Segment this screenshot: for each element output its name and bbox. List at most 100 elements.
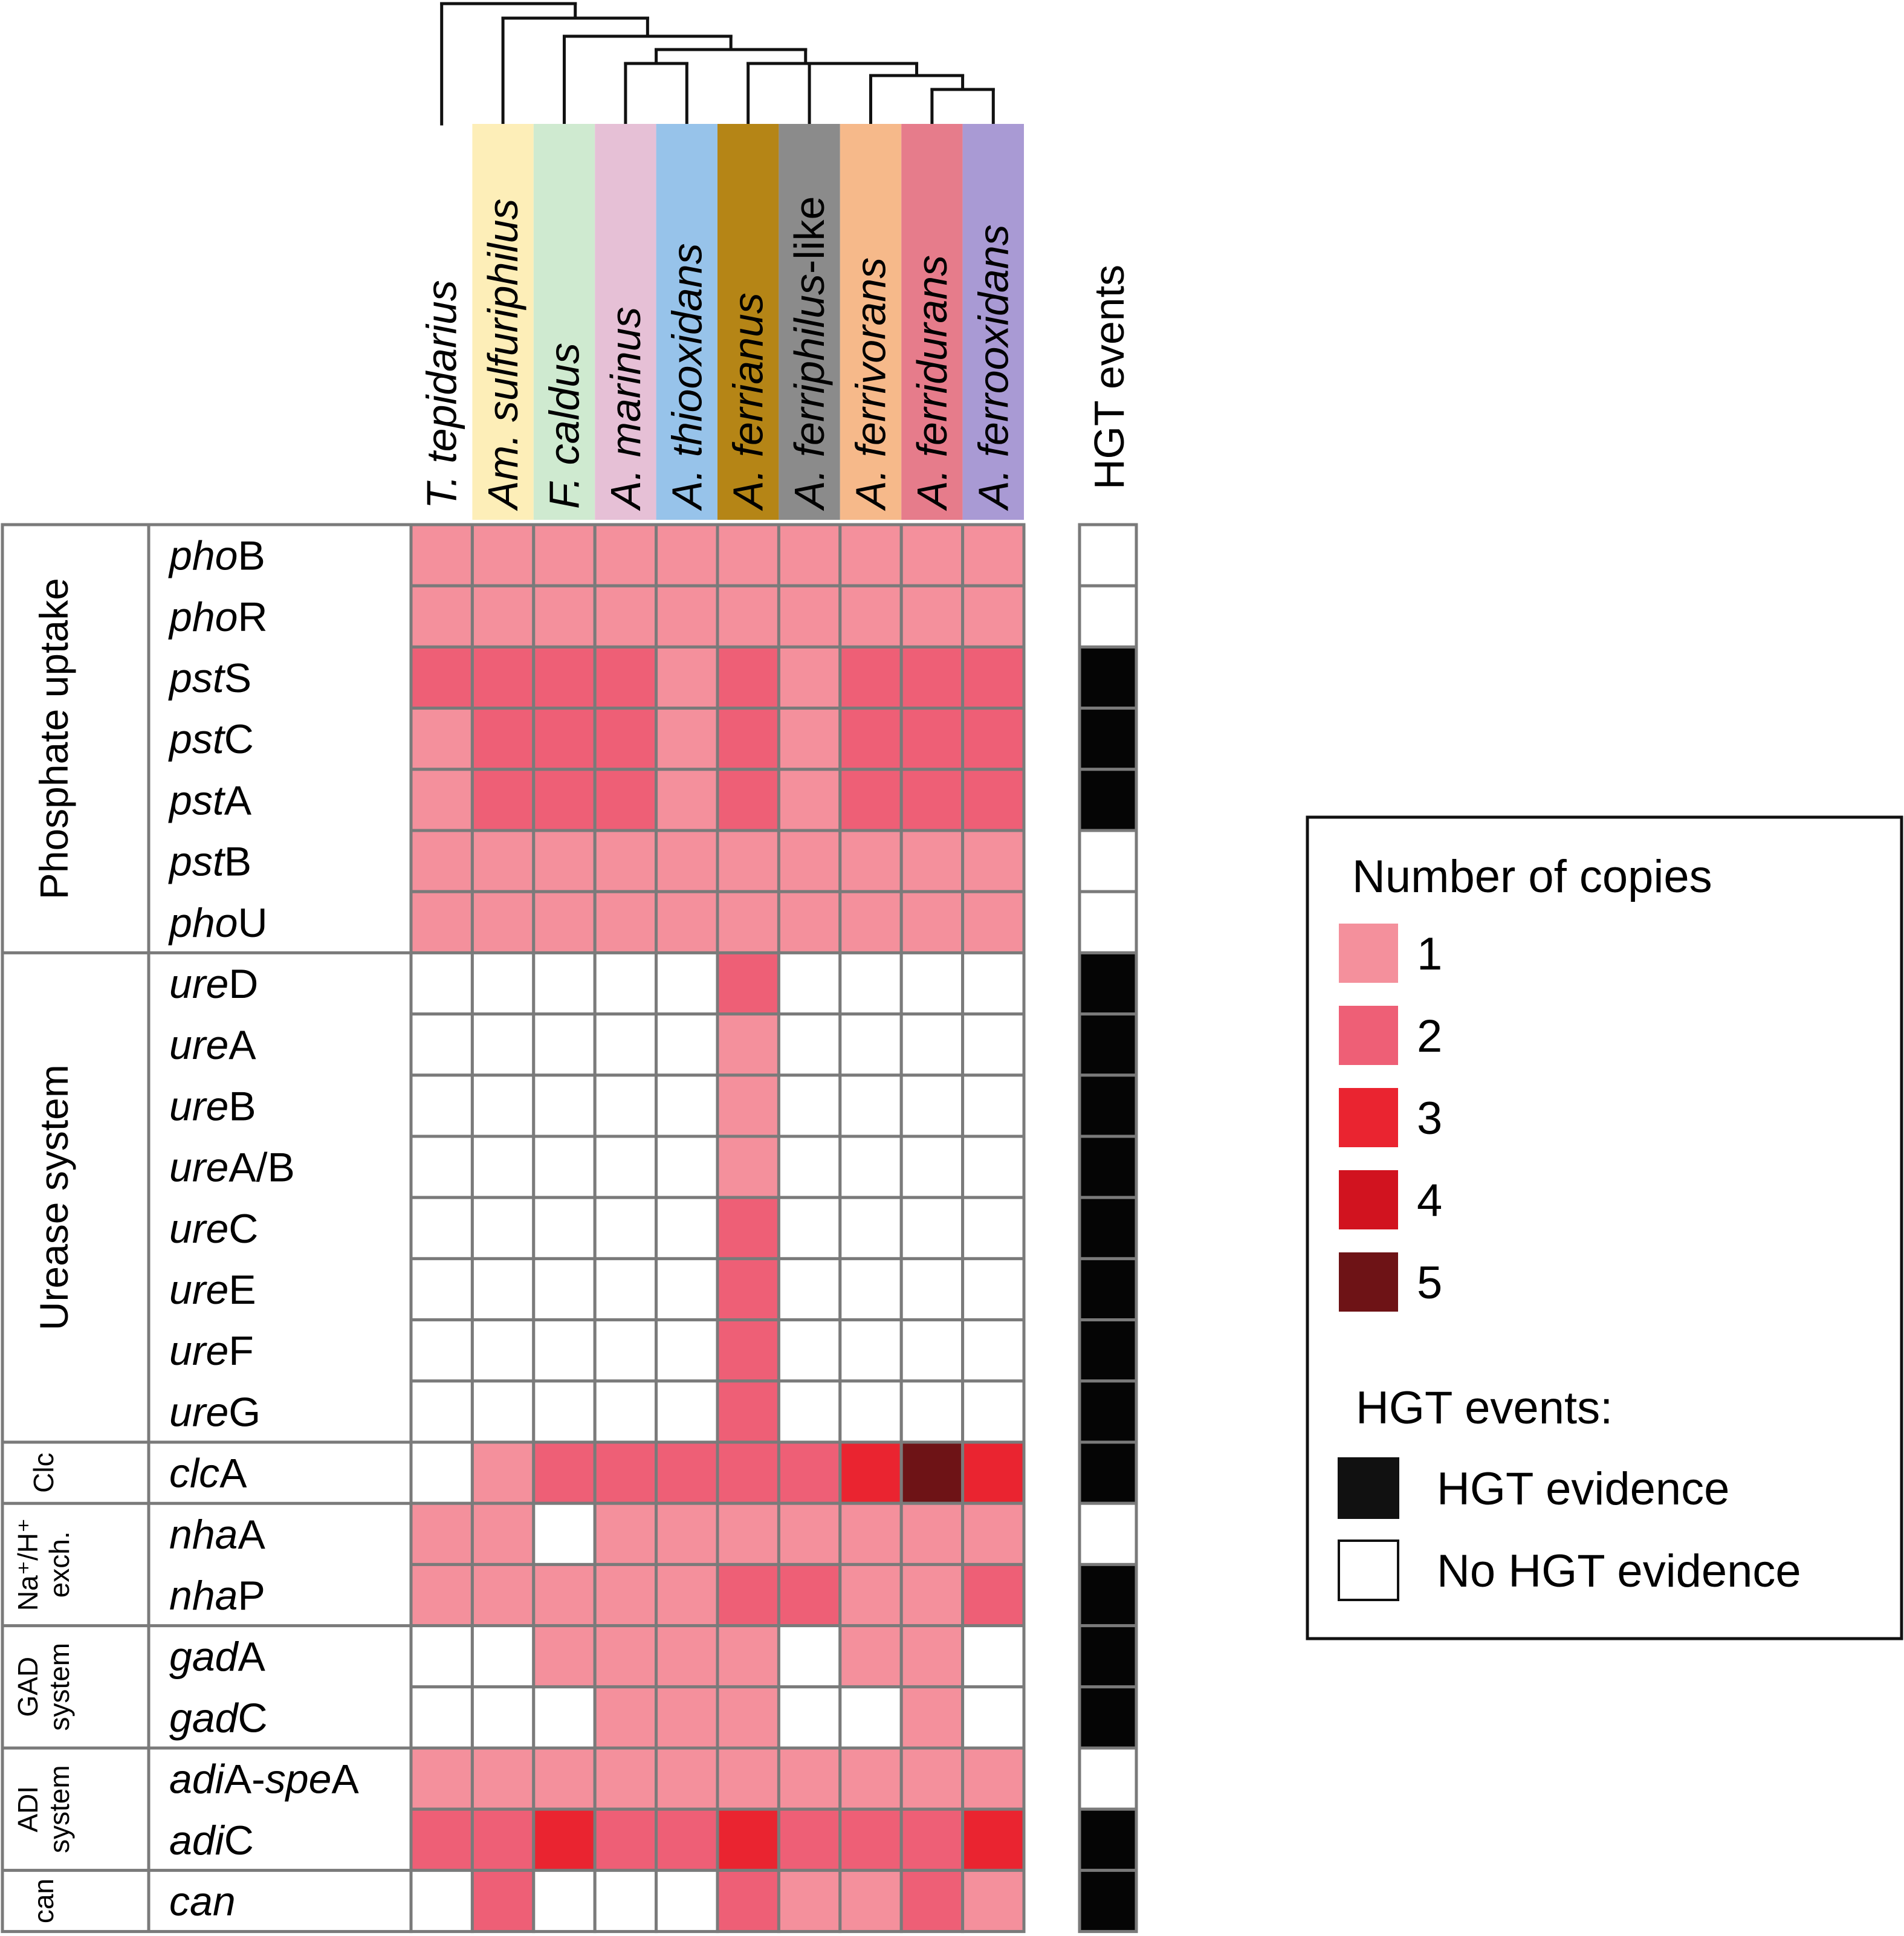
heatmap-cell: [899, 1135, 965, 1199]
heatmap-cell: [777, 1379, 842, 1444]
heatmap-cell: [593, 1562, 658, 1628]
heatmap-cell: [470, 584, 536, 649]
legend-hgt-label: No HGT evidence: [1437, 1546, 1801, 1597]
heatmap-cell: [961, 1746, 1026, 1811]
heatmap-cell: [838, 1012, 903, 1077]
heatmap-cell: [961, 1501, 1026, 1566]
species-color-band: [840, 124, 902, 520]
heatmap-cell: [961, 1440, 1026, 1505]
heatmap-cell: [838, 1624, 903, 1689]
heatmap-cell: [838, 890, 903, 954]
hgt-evidence-cell: [1078, 768, 1138, 832]
species-color-band: [595, 124, 656, 520]
legend-copies-label: 4: [1417, 1175, 1442, 1226]
heatmap-cell: [470, 890, 536, 954]
legend-copies-title: Number of copies: [1352, 851, 1712, 902]
hgt-events-column: HGT events: [1078, 265, 1138, 1934]
heatmap-cell: [777, 951, 842, 1016]
heatmap-cell: [899, 1501, 965, 1566]
legend-swatch-copies-2: [1339, 1006, 1398, 1065]
heatmap-cell: [899, 645, 965, 710]
category-label: system: [44, 1765, 75, 1853]
heatmap-cell: [716, 768, 780, 832]
heatmap-cell: [899, 1440, 965, 1505]
heatmap-cell: [838, 1868, 903, 1934]
legend-copies-label: 3: [1417, 1093, 1442, 1144]
heatmap-cell: [777, 1012, 842, 1077]
heatmap-cell: [838, 1257, 903, 1322]
heatmap-cell: [593, 1440, 658, 1505]
heatmap-cell: [593, 707, 658, 771]
gene-label: adiC: [169, 1818, 254, 1863]
legend-hgt-title: HGT events:: [1356, 1382, 1613, 1434]
heatmap-cell: [716, 584, 780, 649]
heatmap-cell: [838, 707, 903, 771]
heatmap-cell: [777, 1318, 842, 1383]
no-hgt-evidence-cell: [1078, 523, 1138, 588]
heatmap-cell: [838, 1746, 903, 1811]
species-label: F. caldus: [541, 343, 588, 509]
heatmap-cell: [470, 1624, 536, 1689]
species-header-caldus: F. caldus: [533, 124, 595, 520]
heatmap-cell: [409, 1379, 474, 1444]
heatmap-cell: [593, 1868, 658, 1934]
heatmap-cell: [655, 1685, 719, 1750]
heatmap-cell: [777, 1868, 842, 1934]
heatmap-cell: [838, 951, 903, 1016]
heatmap-cell: [532, 1624, 597, 1689]
heatmap-cell: [716, 1501, 780, 1566]
heatmap-cell: [593, 1073, 658, 1138]
heatmap-cell: [961, 951, 1026, 1016]
hgt-evidence-cell: [1078, 1562, 1138, 1628]
heatmap-cell: [655, 1073, 719, 1138]
heatmap-cell: [409, 951, 474, 1016]
heatmap-cell: [838, 768, 903, 832]
heatmap-cell: [470, 1196, 536, 1260]
heatmap-cell: [470, 1562, 536, 1628]
heatmap-cell: [593, 1012, 658, 1077]
heatmap-cell: [532, 829, 597, 893]
legend-swatch-copies-1: [1339, 924, 1398, 983]
heatmap-cell: [961, 584, 1026, 649]
heatmap-cell: [716, 1257, 780, 1322]
hgt-evidence-cell: [1078, 1868, 1138, 1934]
no-hgt-evidence-cell: [1078, 829, 1138, 893]
gene-label: pstC: [168, 716, 254, 762]
heatmap-cell: [777, 645, 842, 710]
heatmap-cell: [838, 1562, 903, 1628]
heatmap-cell: [716, 1073, 780, 1138]
heatmap-cell: [899, 523, 965, 588]
heatmap-cell: [777, 1440, 842, 1505]
heatmap-cell: [838, 1501, 903, 1566]
gene-label: phoB: [168, 533, 265, 579]
heatmap-cell: [470, 1746, 536, 1811]
category-label: can: [28, 1879, 59, 1923]
gene-label: ureC: [169, 1206, 258, 1252]
hgt-evidence-cell: [1078, 1135, 1138, 1199]
heatmap-cell: [777, 1501, 842, 1566]
category-label: Na⁺/H⁺: [12, 1518, 44, 1611]
heatmap-cell: [899, 1379, 965, 1444]
heatmap-cell: [838, 523, 903, 588]
heatmap-cell: [655, 523, 719, 588]
heatmap-cell: [899, 1807, 965, 1872]
heatmap-cell: [470, 829, 536, 893]
hgt-evidence-cell: [1078, 1012, 1138, 1077]
heatmap-cell: [470, 707, 536, 771]
heatmap-cell: [716, 1746, 780, 1811]
gene-label: nhaA: [169, 1512, 265, 1558]
heatmap-cell: [655, 1562, 719, 1628]
heatmap-cell: [532, 1807, 597, 1872]
hgt-evidence-cell: [1078, 1685, 1138, 1750]
species-color-band: [717, 124, 779, 520]
species-header-thiooxidans: A. thiooxidans: [656, 124, 717, 520]
heatmap-cell: [716, 1440, 780, 1505]
heatmap-cell: [716, 523, 780, 588]
heatmap-grid: [409, 523, 1026, 1934]
heatmap-cell: [409, 1135, 474, 1199]
heatmap-cell: [961, 1318, 1026, 1383]
gene-label: phoU: [168, 900, 268, 946]
heatmap-cell: [470, 951, 536, 1016]
species-label: Am. sulfuriphilus: [479, 198, 526, 511]
heatmap-cell: [655, 1624, 719, 1689]
